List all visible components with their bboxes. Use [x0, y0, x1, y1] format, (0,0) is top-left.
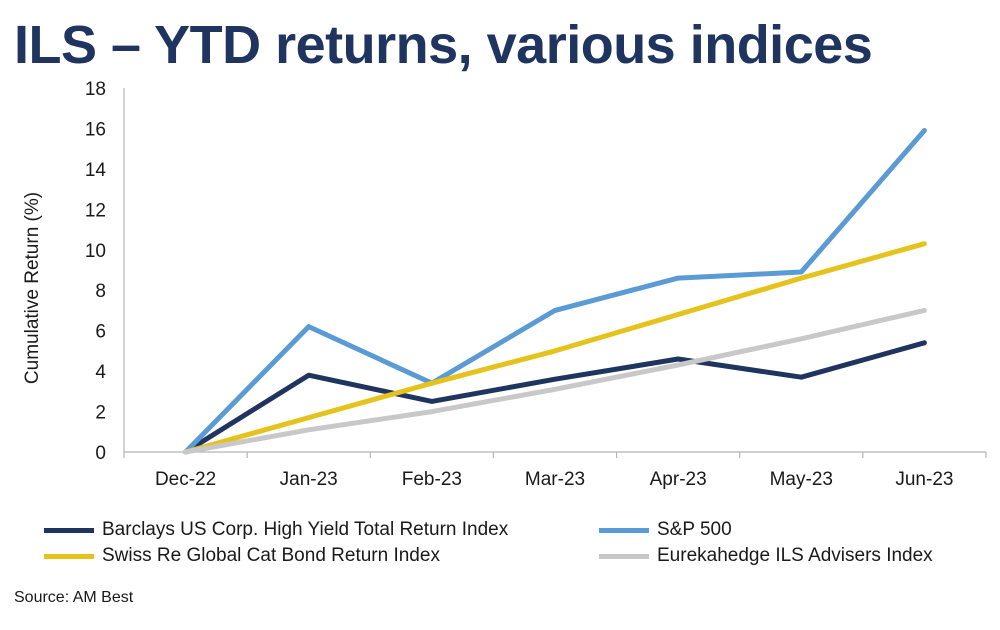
- x-tick-label: Jan-23: [280, 469, 338, 490]
- series-line-swissre: [183, 241, 927, 455]
- x-tick-label: Dec-22: [155, 469, 216, 490]
- legend-item-barclays: Barclays US Corp. High Yield Total Retur…: [44, 517, 508, 543]
- x-tick-label: Apr-23: [650, 469, 707, 490]
- axes: 0 2 4 6 8 10 12 14 16 18 Dec-22 Jan-23 Feb-23 Mar-23 A…: [22, 79, 987, 490]
- legend-swatch-swissre: [44, 553, 94, 559]
- legend-swatch-eurekahedge: [599, 553, 649, 559]
- x-tick-label: Jun-23: [895, 469, 953, 490]
- y-tick-label: 18: [85, 79, 106, 100]
- legend-item-eurekahedge: Eurekahedge ILS Advisers Index: [599, 543, 933, 569]
- line-chart: 0 2 4 6 8 10 12 14 16 18 Dec-22 Jan-23 Feb-23 Mar-23 A…: [22, 79, 987, 490]
- y-tick-label: 14: [85, 160, 107, 181]
- series-line-sp500: [183, 128, 927, 455]
- x-tick-label: Mar-23: [525, 469, 585, 490]
- y-tick-label: 6: [95, 322, 106, 343]
- legend-label-sp500: S&P 500: [657, 519, 732, 540]
- source-note: Source: AM Best: [14, 589, 134, 606]
- x-tick-label: Feb-23: [402, 469, 462, 490]
- chart-title: ILS – YTD returns, various indices: [14, 15, 873, 75]
- legend-swatch-barclays: [44, 527, 94, 533]
- y-tick-label: 16: [85, 119, 106, 140]
- legend-item-sp500: S&P 500: [599, 517, 732, 543]
- y-tick-label: 2: [95, 403, 106, 424]
- y-tick-label: 0: [95, 443, 106, 464]
- legend-label-barclays: Barclays US Corp. High Yield Total Retur…: [102, 519, 509, 540]
- y-tick-label: 4: [95, 362, 106, 383]
- x-tick-label: May-23: [770, 469, 833, 490]
- y-tick-label: 12: [85, 200, 106, 221]
- y-tick-label: 10: [85, 241, 106, 262]
- legend-item-swissre: Swiss Re Global Cat Bond Return Index: [44, 543, 440, 569]
- legend: Barclays US Corp. High Yield Total Retur…: [0, 510, 1000, 570]
- y-tick-label: 8: [95, 281, 106, 302]
- series-line-barclays: [183, 340, 927, 455]
- series-line-eurekahedge: [183, 307, 927, 455]
- legend-swatch-sp500: [599, 527, 649, 533]
- legend-label-swissre: Swiss Re Global Cat Bond Return Index: [102, 545, 440, 566]
- y-axis-label: Cumulative Return (%): [22, 192, 43, 384]
- series-lines: [183, 128, 927, 455]
- legend-label-eurekahedge: Eurekahedge ILS Advisers Index: [657, 545, 933, 566]
